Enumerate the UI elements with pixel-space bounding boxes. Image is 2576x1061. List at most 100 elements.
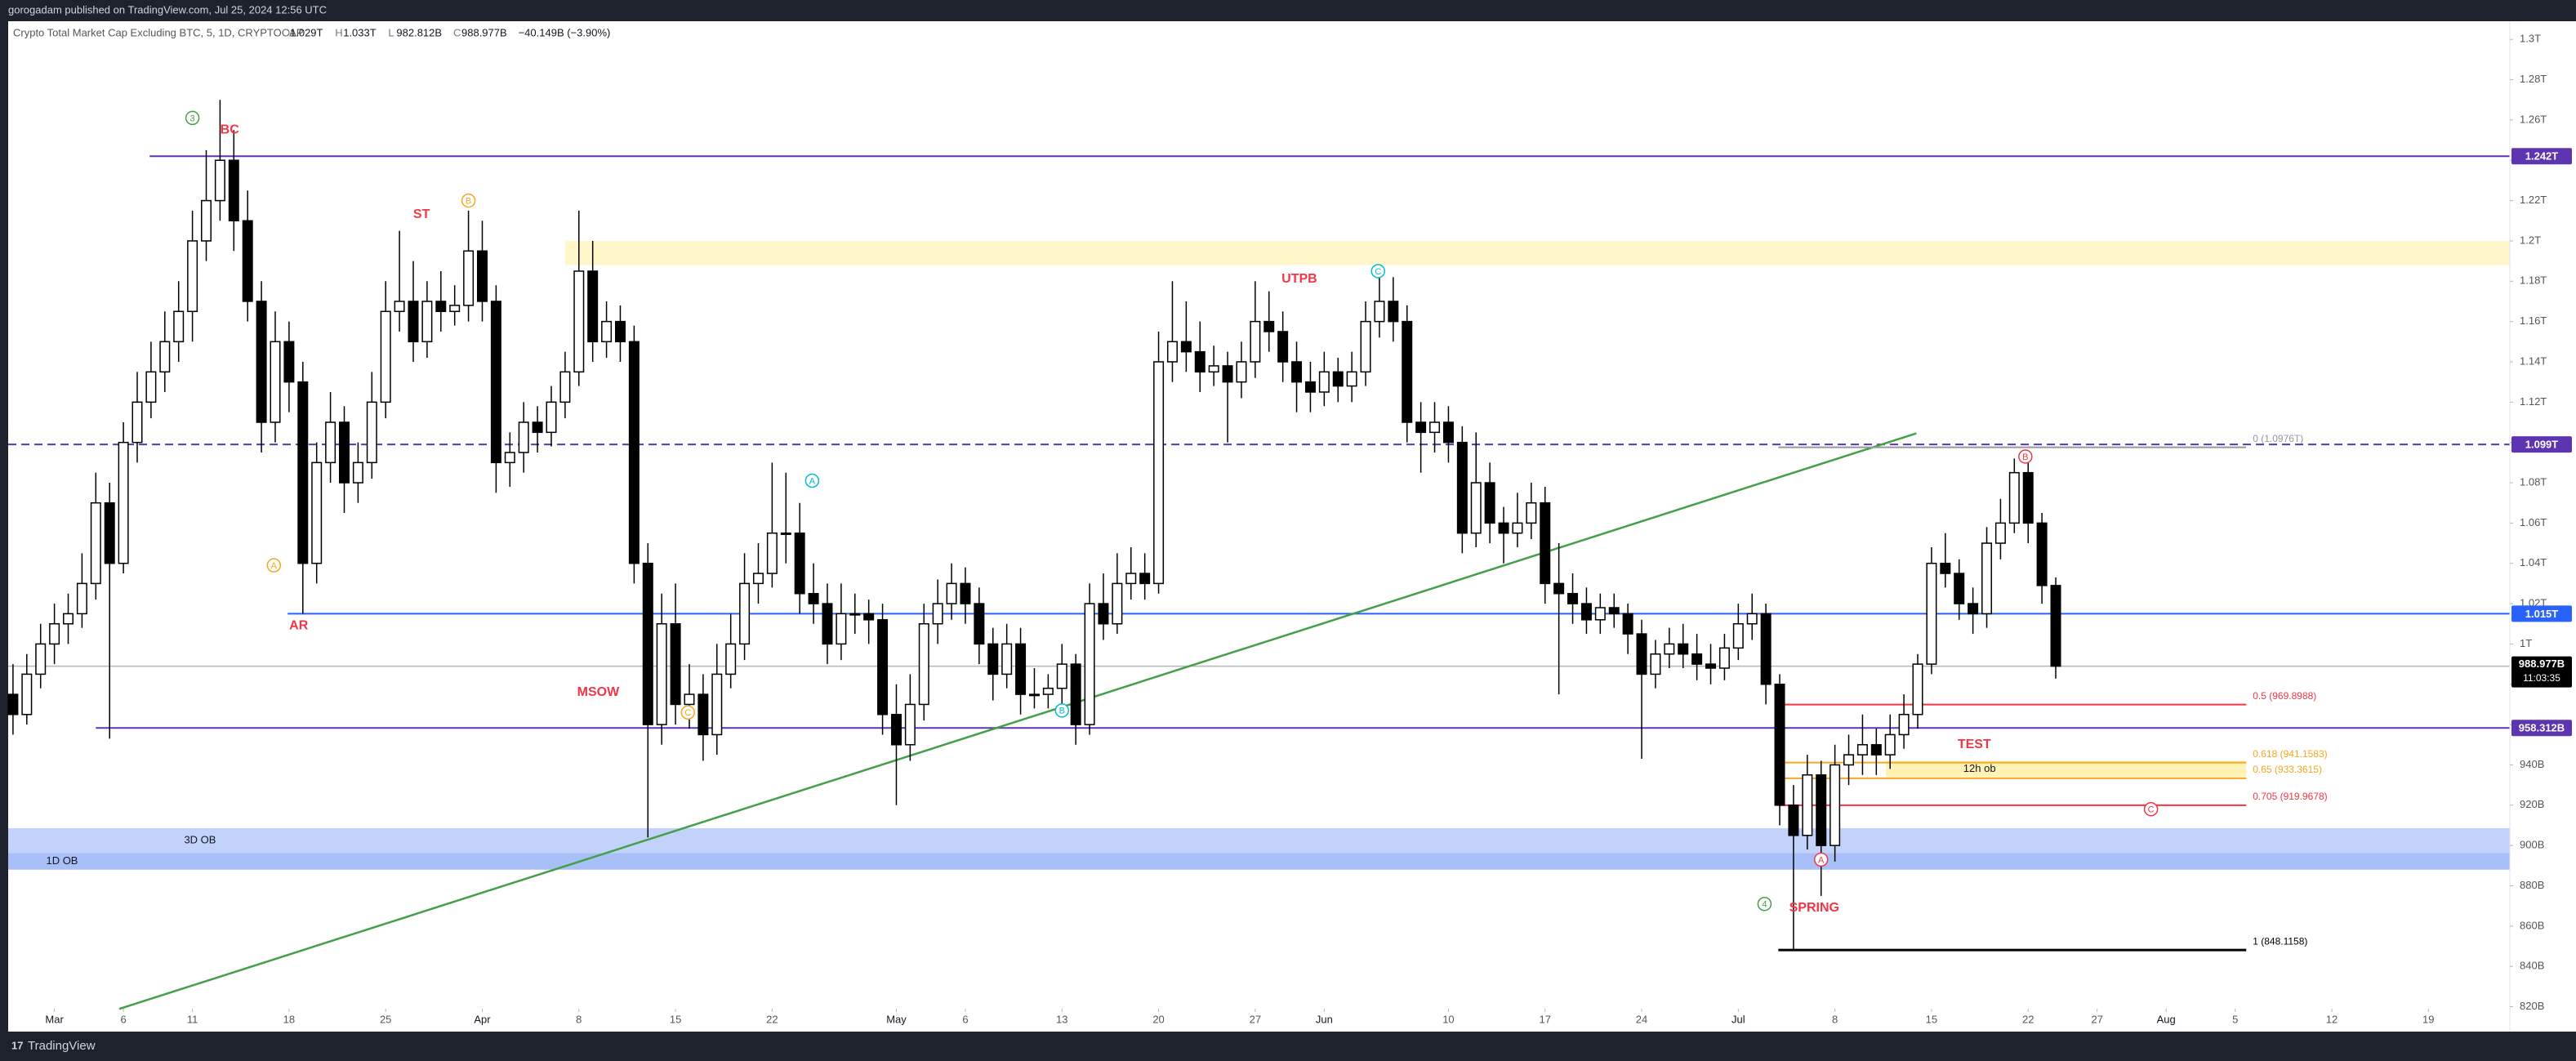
candle-body (504, 452, 515, 464)
candle-body (1070, 663, 1081, 725)
candle-body (587, 270, 599, 343)
candle-body (214, 159, 225, 202)
candle-body (256, 301, 267, 423)
candle-body (573, 270, 585, 373)
candle-body (1802, 774, 1813, 836)
candle-body (808, 592, 819, 604)
candle-body (283, 341, 295, 383)
price-badge-label: 1.015T (2525, 608, 2559, 620)
last-price-countdown: 11:03:35 (2523, 672, 2560, 684)
candle-body (684, 693, 695, 706)
wave-circle (185, 110, 200, 126)
candle-body (145, 371, 157, 403)
candle-body (1816, 774, 1827, 846)
candle-body (1498, 522, 1509, 534)
legend-change: −40.149B (−3.90%) (519, 26, 611, 38)
candle-body (1594, 607, 1606, 621)
price-badge-label: 1.099T (2525, 439, 2559, 451)
candle-body (1028, 693, 1040, 697)
candle-body (1512, 522, 1523, 534)
x-tick-label: 10 (1442, 1013, 1454, 1025)
candle-body (449, 305, 461, 313)
candle-body (2008, 471, 2020, 524)
candle-body (408, 301, 419, 343)
candle-body (1705, 663, 1717, 669)
wave-label: 3 (190, 114, 195, 123)
candle-body (559, 371, 571, 403)
candle-body (1981, 542, 1993, 615)
candle-body (1291, 361, 1303, 383)
candle-body (780, 532, 791, 535)
candle-body (2036, 522, 2048, 586)
candle-body (421, 301, 433, 343)
y-tick-label: 1.12T (2520, 395, 2547, 408)
candle-body (131, 401, 143, 444)
x-tick-label: 13 (1056, 1013, 1067, 1025)
candle-body (1829, 764, 1841, 846)
candle-body (1208, 365, 1219, 373)
x-tick-label: Jun (1316, 1013, 1333, 1025)
candle-body (1153, 361, 1165, 585)
y-tick-label: 920B (2520, 798, 2544, 810)
candle-body (1360, 320, 1371, 373)
candle-body (711, 673, 723, 736)
annotation: SPRING (1789, 901, 1839, 915)
annotation: UTPB (1281, 272, 1317, 286)
candle-body (159, 341, 171, 373)
candle-body (1442, 421, 1454, 444)
candle-body (1484, 482, 1495, 524)
candle-body (173, 310, 185, 343)
annotation: BC (221, 123, 240, 136)
candle-body (339, 421, 350, 484)
wave-label: B (1059, 707, 1065, 716)
y-tick-label: 860B (2520, 919, 2544, 931)
candle-body (1732, 622, 1744, 649)
candle-body (1856, 744, 1868, 756)
candle-body (1774, 684, 1785, 806)
y-tick-label: 1T (2520, 637, 2532, 649)
candle-body (1898, 714, 1910, 736)
legend-value: 1.033T (343, 26, 377, 38)
candle-body (1456, 441, 1468, 534)
wave-label: A (271, 561, 278, 571)
candle-body (1180, 341, 1192, 353)
wave-label: B (466, 197, 471, 207)
zone (8, 853, 2510, 870)
candle-body (836, 613, 847, 645)
candle-body (546, 401, 557, 434)
candle-body (90, 502, 101, 585)
annotation: MSOW (577, 685, 620, 699)
candle-body (1084, 603, 1095, 725)
candle-body (76, 582, 87, 615)
candle-body (1056, 663, 1067, 689)
wave-label: A (1818, 855, 1825, 865)
candle-body (1125, 573, 1137, 585)
wave-label: A (809, 476, 816, 486)
x-tick-label: Jul (1731, 1013, 1745, 1025)
candle-body (932, 603, 943, 625)
y-tick-label: 1.3T (2520, 33, 2541, 45)
candle-body (118, 441, 129, 564)
candle-body (697, 693, 709, 736)
x-tick-label: 17 (1540, 1013, 1551, 1025)
y-tick-label: 1.2T (2520, 234, 2541, 246)
y-tick-label: 1.14T (2520, 354, 2547, 367)
bottom-bar (0, 1032, 2576, 1061)
candle-body (1580, 603, 1592, 621)
candle-body (1650, 653, 1661, 675)
x-tick-label: 5 (2232, 1013, 2238, 1025)
x-tick-label: May (886, 1013, 907, 1025)
candle-body (642, 562, 653, 725)
candle-body (490, 301, 501, 464)
zone (564, 240, 2510, 265)
candle-body (35, 643, 47, 675)
wave-circle (680, 705, 696, 720)
candle-body (366, 401, 377, 464)
candle-body (1954, 573, 1965, 604)
candle-body (974, 603, 985, 645)
candle-body (628, 341, 640, 564)
y-tick-label: 1.08T (2520, 475, 2547, 488)
candle-body (877, 619, 889, 716)
x-tick-label: 8 (1832, 1013, 1838, 1025)
candle-body (601, 320, 613, 343)
